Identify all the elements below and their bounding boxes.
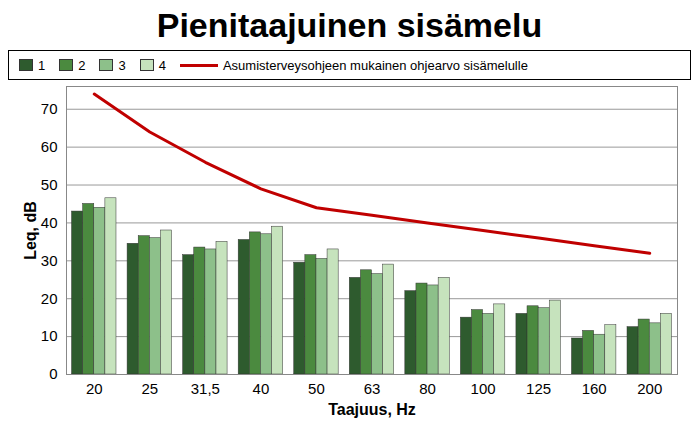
html-text:1: 1 <box>38 57 46 73</box>
svg-text:Taajuus, Hz: Taajuus, Hz <box>328 401 416 418</box>
svg-text:160: 160 <box>582 380 607 397</box>
html-text:2: 2 <box>78 57 86 73</box>
svg-text:40: 40 <box>253 380 270 397</box>
svg-text:40: 40 <box>41 214 58 231</box>
svg-text:30: 30 <box>41 252 58 269</box>
svg-text:125: 125 <box>526 380 551 397</box>
html-text:Pienitaajuinen sisämelu: Pienitaajuinen sisämelu <box>156 6 543 44</box>
svg-text:25: 25 <box>141 380 158 397</box>
html-text:Asumisterveysohjeen mukainen o: Asumisterveysohjeen mukainen ohjearvo si… <box>222 57 528 73</box>
svg-text:31,5: 31,5 <box>191 380 220 397</box>
svg-text:0: 0 <box>49 365 57 382</box>
svg-text:20: 20 <box>86 380 103 397</box>
svg-text:20: 20 <box>41 290 58 307</box>
svg-text:60: 60 <box>41 138 58 155</box>
svg-text:50: 50 <box>308 380 325 397</box>
html-text:3: 3 <box>118 57 126 73</box>
svg-text:Leq, dB: Leq, dB <box>22 201 39 260</box>
svg-text:63: 63 <box>364 380 381 397</box>
svg-text:200: 200 <box>637 380 662 397</box>
html-text:4: 4 <box>158 57 166 73</box>
svg-text:100: 100 <box>471 380 496 397</box>
svg-text:50: 50 <box>41 176 58 193</box>
svg-text:80: 80 <box>419 380 436 397</box>
svg-text:10: 10 <box>41 327 58 344</box>
svg-text:70: 70 <box>41 100 58 117</box>
